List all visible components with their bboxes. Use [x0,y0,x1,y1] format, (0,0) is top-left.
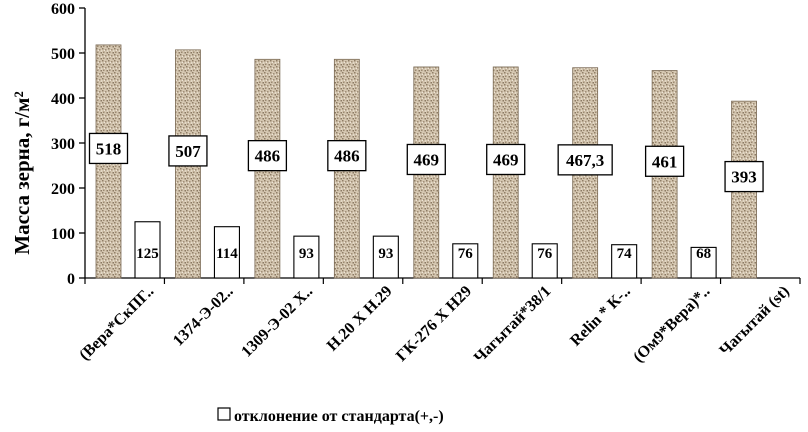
x-category-label: Н.20 Х Н.29 [324,283,396,355]
main-data-label: 486 [255,147,281,166]
x-category-label: (Вера*СкПГ.. [76,283,157,364]
legend-label: отклонение от стандарта(+,-) [234,408,444,425]
y-tick-label: 100 [51,226,75,243]
deviation-data-label: 74 [617,246,633,262]
main-data-label-box [557,144,613,176]
legend: отклонение от стандарта(+,-) [217,407,444,425]
main-data-label-box [88,132,129,165]
bar-deviation [134,221,161,279]
y-tick-label: 600 [51,1,75,18]
y-tick-label: 400 [51,91,75,108]
deviation-data-label: 76 [458,246,474,262]
x-category-label: 1374-Э-02.. [170,283,237,350]
x-category-label: (Ом9*Вера)*.. [630,283,713,366]
x-category-label: Чагытай*38/1 [471,283,555,367]
main-data-label: 467,3 [566,151,604,170]
main-data-label: 469 [414,150,440,169]
legend-swatch [217,407,231,421]
bars: 125 518 114 507 93 486 93 486 76 469 76 469 74 467,3 6… [88,44,764,279]
main-data-label-box [644,145,685,177]
y-axis-title: Масса зерна, г/м² [10,91,34,254]
main-data-label: 393 [731,168,757,187]
bar-deviation [690,246,717,279]
bar-deviation [293,235,320,279]
main-data-label-box [327,139,367,172]
main-data-label-box [406,143,446,176]
bar-deviation [452,243,479,279]
main-data-label: 507 [175,142,201,161]
main-data-label: 469 [493,150,519,169]
main-data-label: 518 [96,139,122,158]
bar-deviation [611,244,638,279]
bar-deviation [213,226,240,279]
deviation-data-label: 114 [216,246,238,262]
main-data-label-box [168,135,208,167]
y-axis: 0 100 200 300 400 500 600 [51,1,801,288]
deviation-data-label: 93 [378,246,393,262]
bar-deviation [372,235,399,279]
main-data-label: 461 [652,152,678,171]
x-category-label: 1309-Э-02 Х.. [238,283,316,361]
deviation-data-label: 76 [537,246,553,262]
x-category-label: Relin * К-.. [567,283,634,350]
main-data-label-box [247,139,288,172]
deviation-data-label: 68 [696,246,711,262]
main-data-label: 486 [334,147,360,166]
y-tick-label: 200 [51,181,75,198]
bar-deviation [531,243,558,279]
x-category-label: ГК-276 Х Н29 [393,283,475,365]
deviation-data-label: 93 [299,246,314,262]
y-tick-label: 0 [67,271,75,288]
y-tick-label: 300 [51,136,75,153]
main-data-label-box [486,143,526,176]
deviation-data-label: 125 [136,246,159,262]
x-axis-labels: (Вера*СкПГ.. 1374-Э-02.. 1309-Э-02 Х.. Н.20… [76,283,793,367]
x-category-label: Чагытай (st) [716,283,792,359]
main-data-label-box [724,160,764,193]
y-tick-label: 500 [51,46,75,63]
